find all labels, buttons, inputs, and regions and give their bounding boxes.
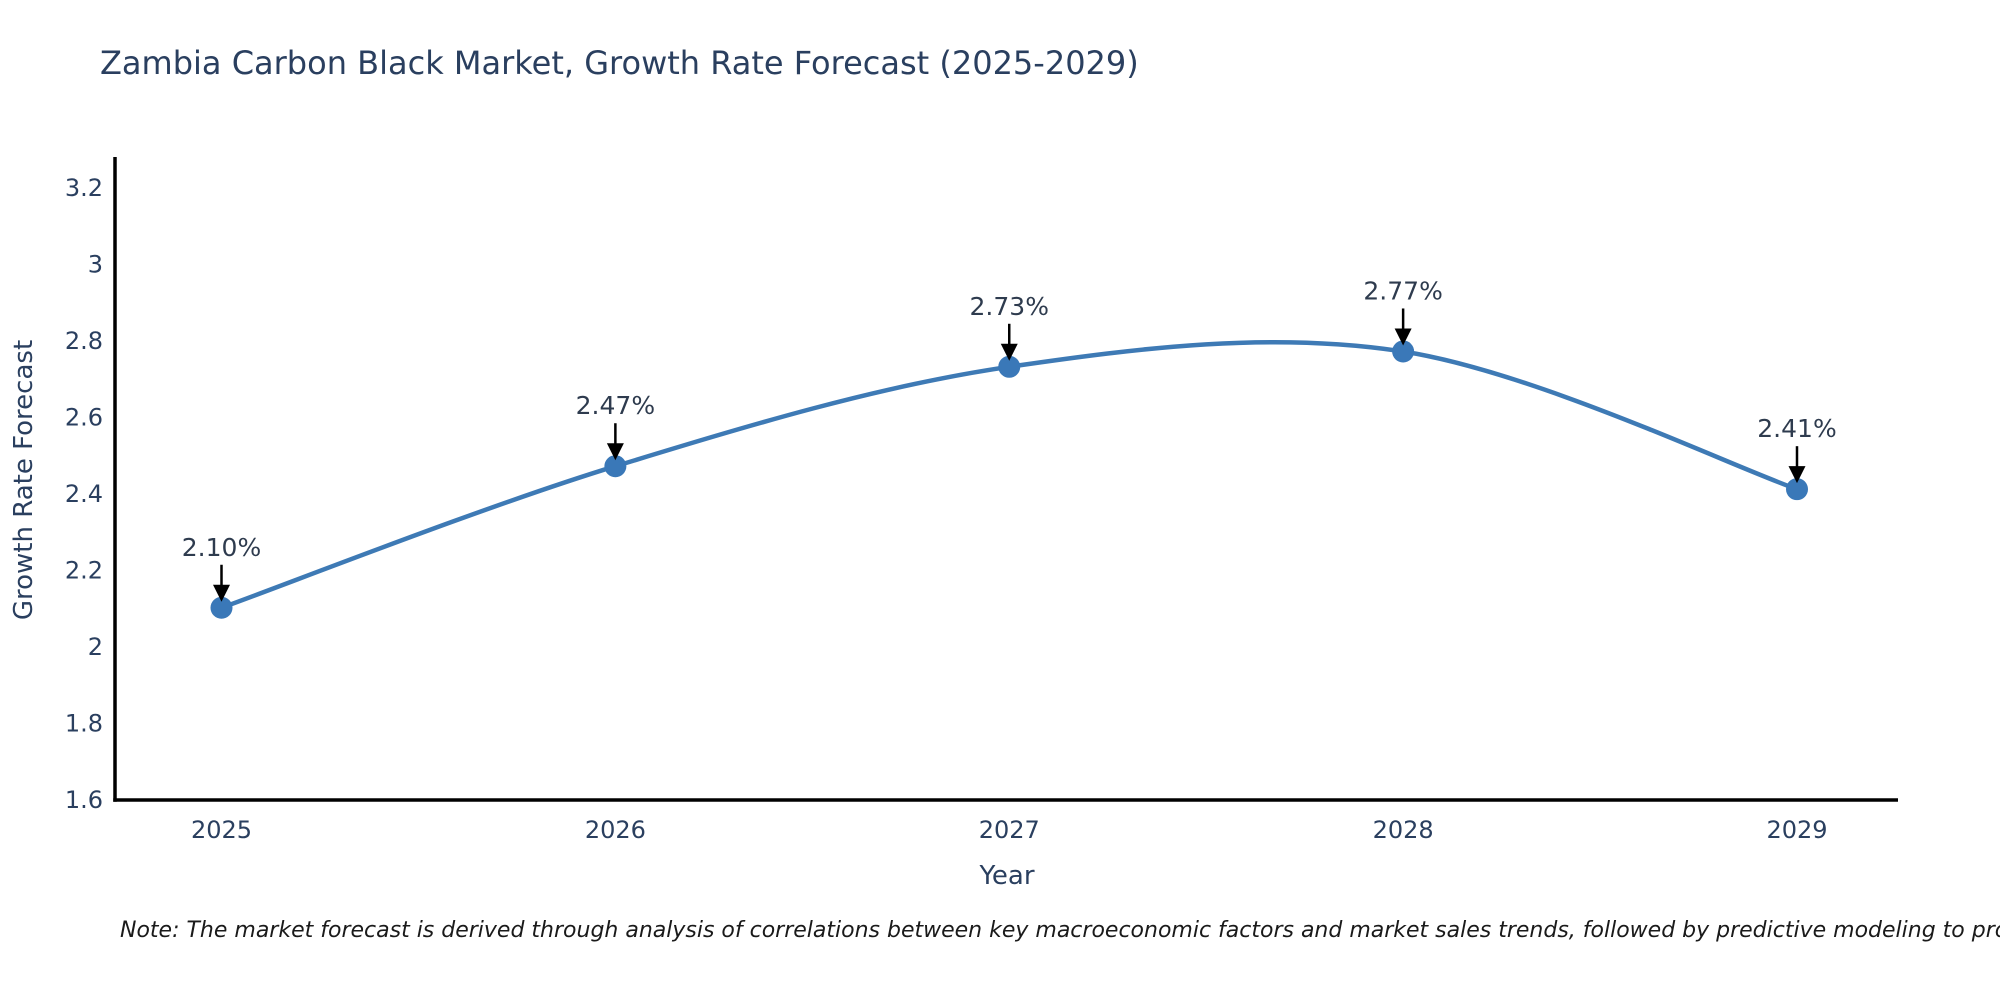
axes bbox=[113, 157, 1898, 802]
annotation-arrow-head bbox=[1788, 466, 1806, 484]
y-tick-label: 2.6 bbox=[65, 404, 103, 432]
data-point-markers bbox=[210, 340, 1808, 619]
footnote-text: Note: The market forecast is derived thr… bbox=[120, 918, 2000, 943]
forecast-line bbox=[219, 339, 1800, 610]
point-annotation: 2.47% bbox=[576, 391, 655, 461]
y-tick-labels: 1.6 1.8 2 2.2 2.4 2.6 2.8 3 3.2 bbox=[65, 174, 103, 814]
point-value-label: 2.47% bbox=[576, 391, 655, 420]
y-tick-label: 2.8 bbox=[65, 327, 103, 355]
x-tick-label: 2028 bbox=[1373, 816, 1434, 844]
point-annotation: 2.77% bbox=[1363, 276, 1443, 346]
y-tick-label: 3.2 bbox=[65, 174, 103, 202]
y-tick-label: 1.8 bbox=[65, 710, 103, 738]
y-tick-label: 1.6 bbox=[65, 786, 103, 814]
annotation-arrow-head bbox=[606, 443, 624, 461]
annotation-arrow-head bbox=[1000, 343, 1018, 361]
data-point-marker bbox=[210, 596, 233, 619]
data-point-marker bbox=[1392, 340, 1415, 363]
data-point-marker bbox=[1786, 478, 1808, 501]
point-annotations: 2.10% 2.47% 2.73% 2.77% 2.41% bbox=[182, 276, 1837, 602]
annotation-arrow-head bbox=[213, 584, 230, 602]
data-point-marker bbox=[998, 355, 1021, 378]
point-value-label: 2.41% bbox=[1757, 414, 1836, 443]
annotation-arrow-head bbox=[1394, 328, 1412, 346]
point-value-label: 2.77% bbox=[1363, 276, 1442, 305]
point-annotation: 2.73% bbox=[970, 292, 1049, 361]
point-value-label: 2.73% bbox=[970, 292, 1049, 321]
y-tick-label: 2.2 bbox=[65, 557, 103, 585]
y-tick-label: 2.4 bbox=[65, 480, 103, 508]
point-annotation: 2.10% bbox=[182, 533, 261, 602]
y-axis-title: Growth Rate Forecast bbox=[9, 340, 39, 620]
chart-title: Zambia Carbon Black Market, Growth Rate … bbox=[100, 44, 1139, 82]
x-tick-label: 2029 bbox=[1766, 816, 1827, 844]
y-tick-label: 2 bbox=[88, 633, 103, 661]
data-point-marker bbox=[604, 455, 627, 478]
y-tick-label: 3 bbox=[88, 251, 103, 279]
x-tick-label: 2026 bbox=[585, 816, 646, 844]
x-tick-label: 2025 bbox=[191, 816, 252, 844]
x-tick-labels: 2025 2026 2027 2028 2029 bbox=[191, 816, 1828, 844]
x-axis-title: Year bbox=[978, 861, 1034, 891]
point-value-label: 2.10% bbox=[182, 533, 261, 562]
x-tick-label: 2027 bbox=[979, 816, 1040, 844]
point-annotation: 2.41% bbox=[1757, 414, 1837, 484]
